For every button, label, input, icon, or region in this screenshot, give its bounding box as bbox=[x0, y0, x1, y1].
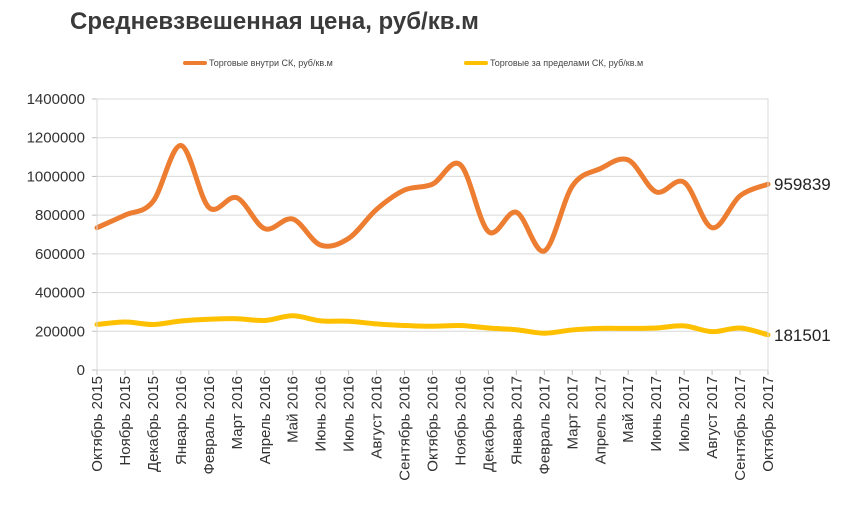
y-tick-label: 0 bbox=[77, 362, 85, 379]
x-tick-label: Ноябрь 2015 bbox=[117, 376, 134, 466]
end-labels: 959839 181501 bbox=[774, 175, 831, 345]
x-tick-label: Октябрь 2015 bbox=[89, 376, 106, 472]
x-tick-label: Январь 2017 bbox=[508, 376, 525, 465]
legend-label: Торговые внутри СК, руб/кв.м bbox=[209, 58, 333, 68]
x-tick-label: Август 2016 bbox=[369, 376, 386, 459]
x-tick-label: Ноябрь 2016 bbox=[452, 376, 469, 466]
y-axis: 0 200000 400000 600000 800000 1000000 1200000 1… bbox=[27, 91, 97, 379]
series-line bbox=[94, 142, 771, 254]
x-tick-label: Май 2017 bbox=[620, 376, 637, 443]
x-tick-label: Июль 2017 bbox=[676, 376, 693, 452]
y-tick-label: 1400000 bbox=[27, 91, 85, 108]
x-tick-label: Февраль 2016 bbox=[201, 376, 218, 475]
series-line bbox=[94, 313, 771, 338]
y-tick-label: 400000 bbox=[35, 285, 85, 302]
x-tick-label: Август 2017 bbox=[704, 376, 721, 459]
x-tick-label: Апрель 2016 bbox=[257, 376, 274, 464]
x-tick-label: Май 2016 bbox=[285, 376, 302, 443]
y-tick-label: 600000 bbox=[35, 246, 85, 263]
chart-title: Средневзвешенная цена, руб/кв.м bbox=[70, 8, 479, 35]
y-tick-label: 1200000 bbox=[27, 130, 85, 147]
x-tick-label: Сентябрь 2017 bbox=[732, 376, 749, 481]
y-tick-label: 1000000 bbox=[27, 168, 85, 185]
x-tick-label: Март 2017 bbox=[564, 376, 581, 449]
y-tick-label: 200000 bbox=[35, 323, 85, 340]
x-tick-label: Октябрь 2017 bbox=[760, 376, 777, 472]
x-tick-label: Апрель 2017 bbox=[592, 376, 609, 464]
end-value-label: 181501 bbox=[774, 326, 831, 345]
x-tick-label: Февраль 2017 bbox=[536, 376, 553, 475]
x-tick-label: Январь 2016 bbox=[173, 376, 190, 465]
x-tick-label: Июнь 2017 bbox=[648, 376, 665, 452]
x-tick-label: Сентябрь 2016 bbox=[397, 376, 414, 481]
x-tick-label: Октябрь 2016 bbox=[425, 376, 442, 472]
legend-label: Торговые за пределами СК, руб/кв.м bbox=[490, 58, 643, 68]
end-value-label: 959839 bbox=[774, 175, 831, 194]
x-tick-label: Декабрь 2016 bbox=[480, 376, 497, 472]
x-axis: Октябрь 2015 Ноябрь 2015 Декабрь 2015 Январ… bbox=[89, 370, 777, 481]
legend: Торговые внутри СК, руб/кв.м Торговые за … bbox=[183, 58, 643, 68]
series-lines bbox=[94, 142, 771, 338]
x-tick-label: Июнь 2016 bbox=[313, 376, 330, 452]
x-tick-label: Март 2016 bbox=[229, 376, 246, 449]
plot-frame bbox=[96, 98, 769, 371]
x-tick-label: Июль 2016 bbox=[341, 376, 358, 452]
y-tick-label: 800000 bbox=[35, 207, 85, 224]
x-tick-label: Декабрь 2015 bbox=[145, 376, 162, 472]
